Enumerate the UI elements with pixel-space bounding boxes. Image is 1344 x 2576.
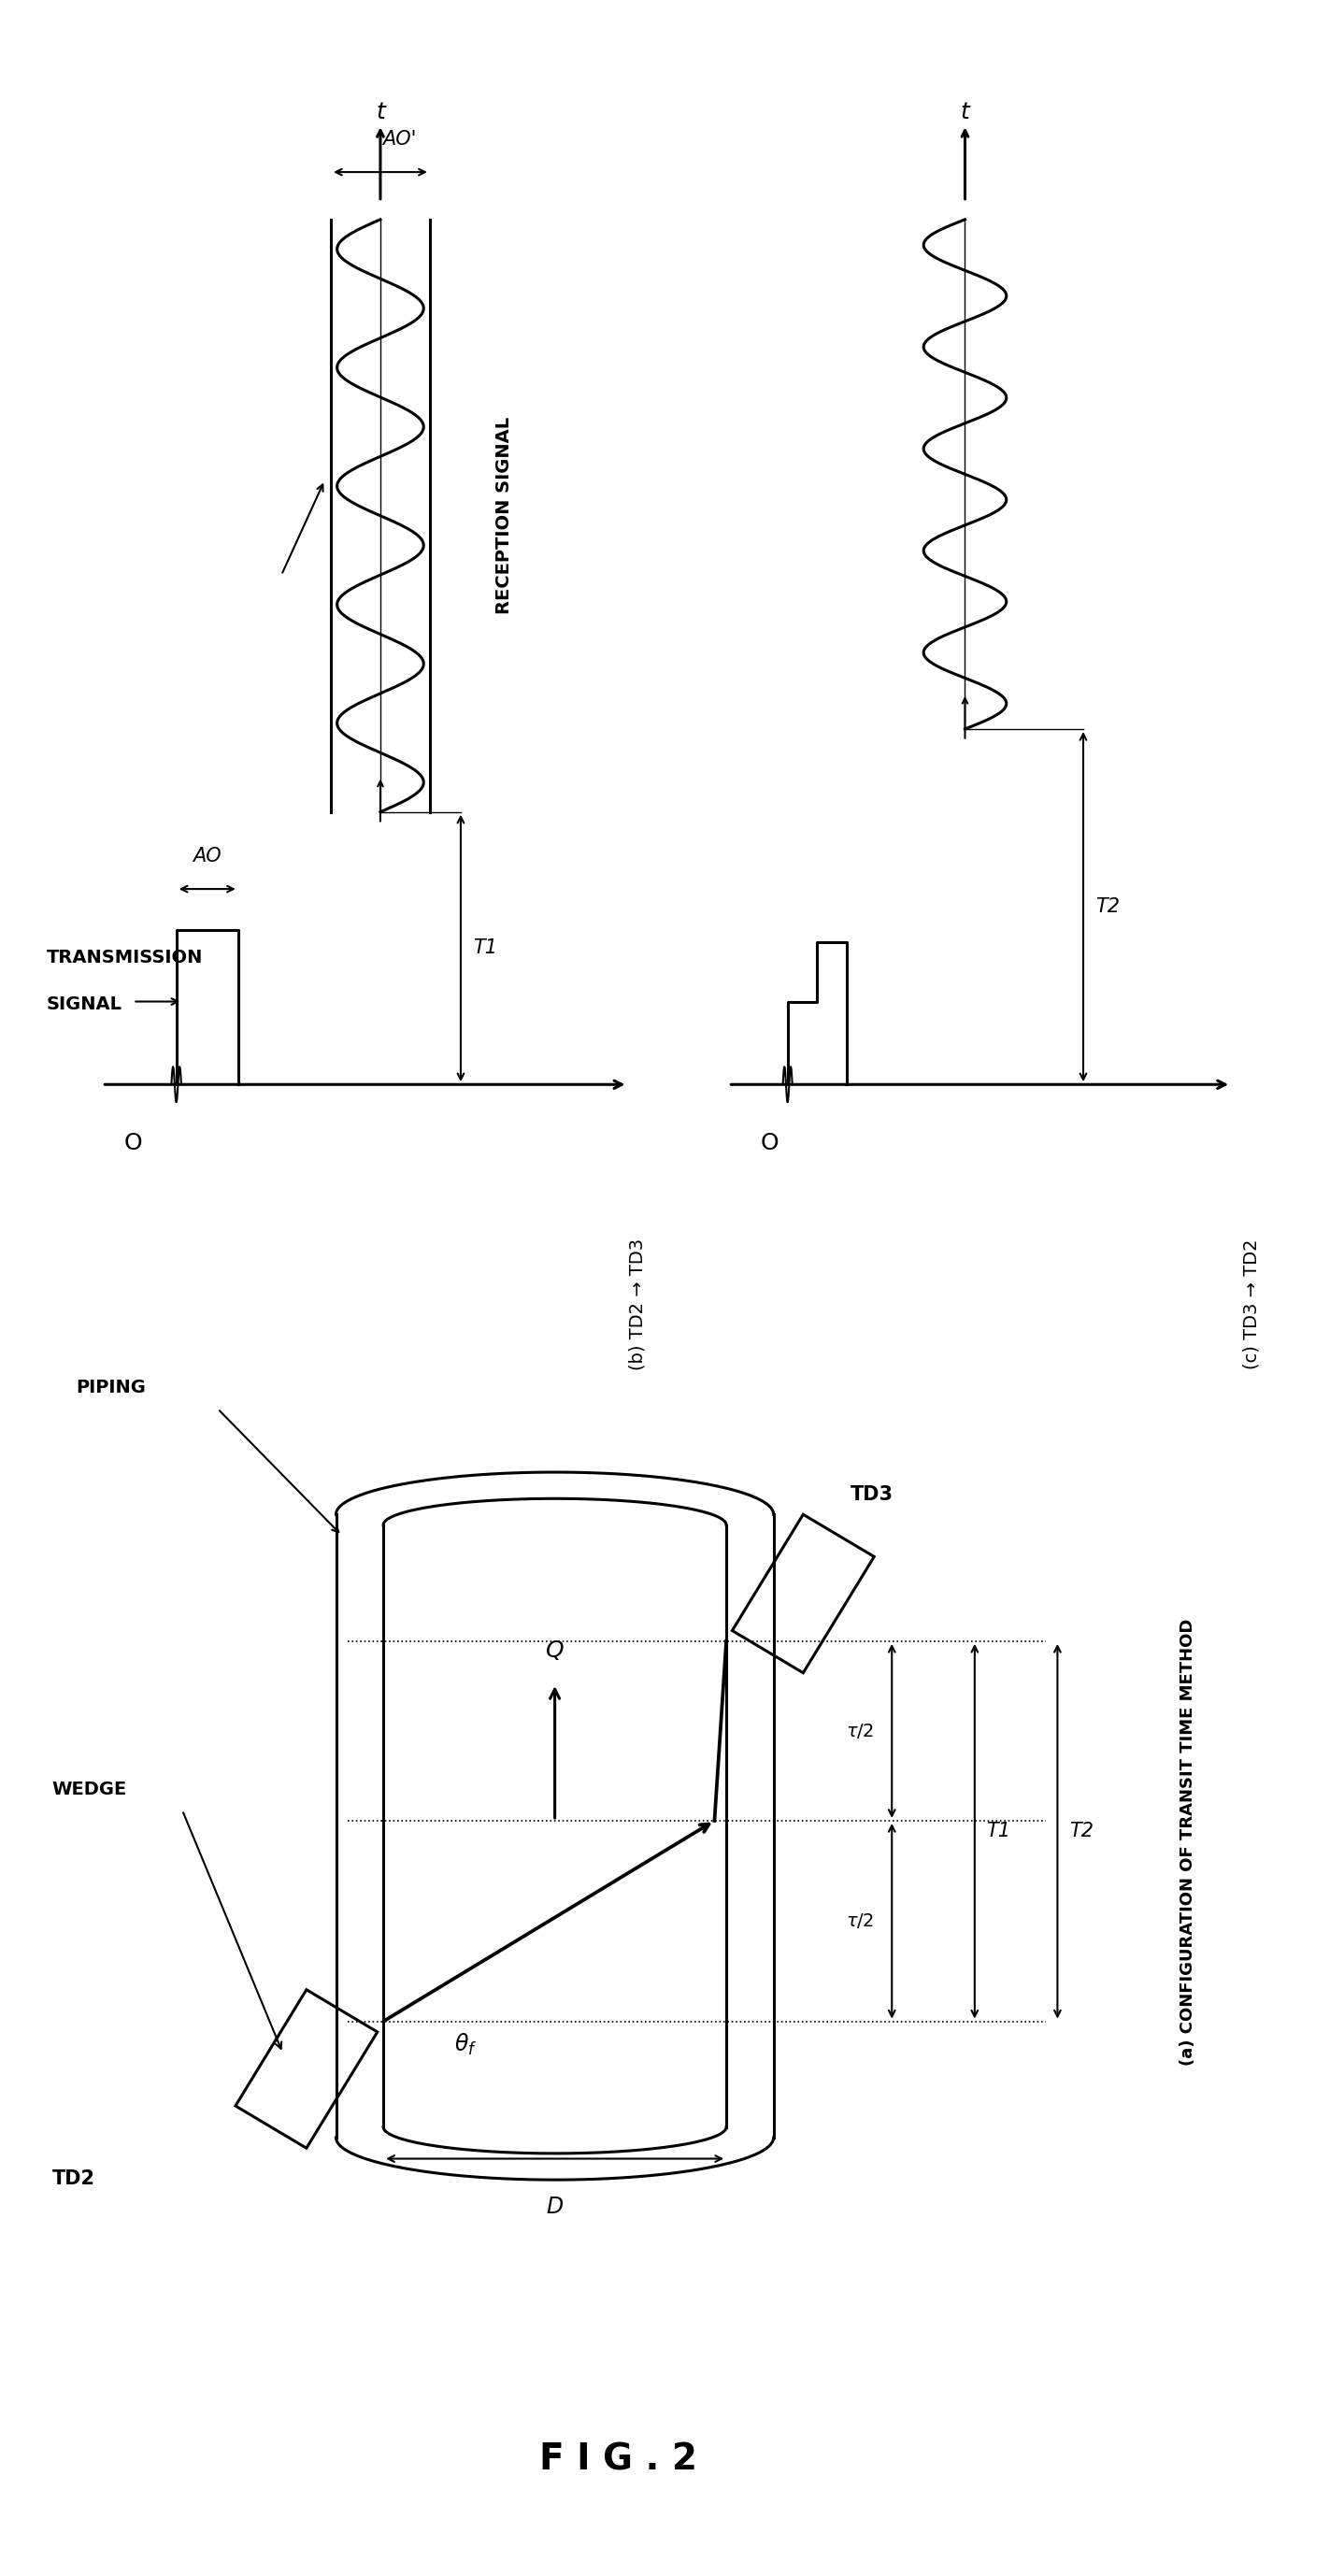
Text: (a) CONFIGURATION OF TRANSIT TIME METHOD: (a) CONFIGURATION OF TRANSIT TIME METHOD xyxy=(1179,1618,1196,2066)
Text: PIPING: PIPING xyxy=(75,1378,145,1396)
Text: WEDGE: WEDGE xyxy=(52,1780,128,1798)
Text: Q: Q xyxy=(546,1641,564,1662)
Text: T2: T2 xyxy=(1070,1821,1094,1842)
Text: O: O xyxy=(761,1131,780,1154)
Text: T2: T2 xyxy=(1095,896,1120,917)
Text: AO: AO xyxy=(194,848,222,866)
Text: AO': AO' xyxy=(382,129,415,149)
Text: SIGNAL: SIGNAL xyxy=(47,997,122,1012)
Text: O: O xyxy=(124,1131,142,1154)
Text: F I G . 2: F I G . 2 xyxy=(539,2442,698,2478)
Text: t: t xyxy=(376,100,384,124)
Text: TD3: TD3 xyxy=(851,1486,894,1504)
Text: (b) TD2 → TD3: (b) TD2 → TD3 xyxy=(629,1239,646,1370)
Text: TRANSMISSION: TRANSMISSION xyxy=(47,948,203,966)
Text: TD2: TD2 xyxy=(52,2169,95,2187)
Text: RECEPTION SIGNAL: RECEPTION SIGNAL xyxy=(495,417,513,616)
Text: $\tau$/2: $\tau$/2 xyxy=(847,1721,874,1741)
Text: T1: T1 xyxy=(473,938,497,958)
Text: T1: T1 xyxy=(986,1821,1011,1842)
Text: (c) TD3 → TD2: (c) TD3 → TD2 xyxy=(1243,1239,1261,1368)
Text: t: t xyxy=(961,100,969,124)
Text: D: D xyxy=(546,2195,563,2218)
Text: $\theta_f$: $\theta_f$ xyxy=(454,2032,477,2058)
Text: $\tau$/2: $\tau$/2 xyxy=(847,1911,874,1929)
